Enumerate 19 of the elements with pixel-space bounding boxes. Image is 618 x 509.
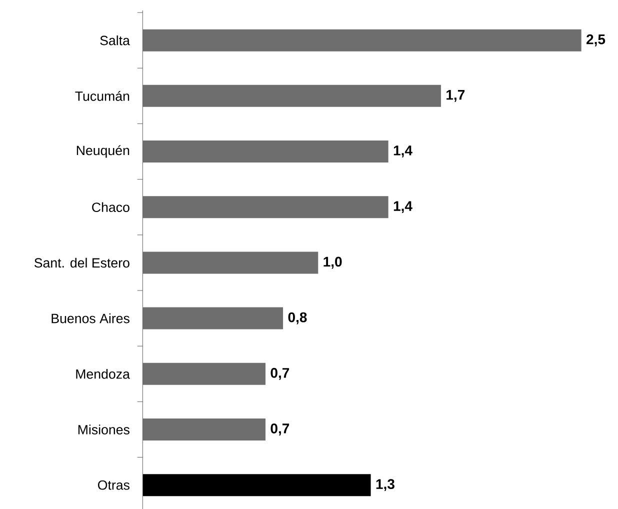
y-tick-label: Salta: [100, 35, 130, 46]
y-tick-label: Mendoza: [76, 369, 130, 379]
y-tick-label: Misiones: [78, 424, 130, 434]
data-label: 0,7: [270, 368, 290, 380]
data-label: 1,4: [394, 201, 412, 214]
y-tick-label: Chaco: [92, 202, 130, 212]
data-label: 1,3: [376, 479, 394, 492]
data-label: 1,0: [324, 256, 342, 269]
y-tick-label: Otras: [98, 480, 130, 490]
bar: [142, 474, 371, 496]
data-label: 0,7: [270, 424, 290, 436]
y-tick-label: Buenos Aires: [52, 313, 130, 324]
data-label: 0,8: [288, 312, 307, 324]
data-label: 1,4: [394, 146, 412, 158]
y-tick-label: Sant. del Estero: [34, 258, 130, 268]
y-tick-label: Tucumán: [75, 90, 130, 101]
data-label: 1,7: [446, 90, 465, 102]
y-tick-label: Neuquén: [76, 145, 130, 158]
data-label: 2,5: [586, 34, 606, 46]
